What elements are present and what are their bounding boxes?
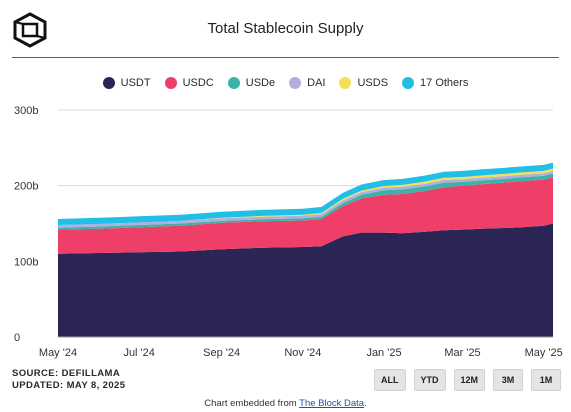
- source-label: SOURCE: DEFILLAMA: [12, 368, 121, 379]
- legend-label: USDS: [357, 77, 389, 89]
- y-tick-label: 0: [14, 332, 20, 344]
- legend-item-usds[interactable]: USDS: [339, 77, 388, 89]
- x-tick-label: Sep '24: [203, 347, 240, 359]
- legend-swatch: [102, 77, 115, 89]
- legend-label: DAI: [307, 77, 326, 89]
- x-tick-label: Jan '25: [366, 347, 401, 359]
- the-block-logo-icon: [13, 12, 47, 48]
- x-tick-label: Jul '24: [123, 347, 154, 359]
- series-area-dai: [58, 170, 553, 228]
- legend-label: USDT: [120, 77, 151, 89]
- source-info: SOURCE: DEFILLAMA UPDATED: MAY 8, 2025: [12, 368, 125, 392]
- chart-legend: USDT USDC USDe DAI USDS 17 Others: [0, 77, 571, 89]
- range-button-1m[interactable]: 1M: [531, 369, 562, 391]
- embed-credit: Chart embedded from The Block Data.: [0, 398, 571, 409]
- range-button-3m[interactable]: 3M: [493, 369, 524, 391]
- series-area-17-others: [58, 162, 553, 225]
- legend-swatch: [402, 77, 415, 89]
- legend-swatch: [164, 77, 177, 89]
- legend-item-usdt[interactable]: USDT: [102, 77, 151, 89]
- range-buttons: ALL YTD 12M 3M 1M: [374, 369, 562, 391]
- the-block-data-link[interactable]: The Block Data: [299, 398, 365, 409]
- legend-item-17-others[interactable]: 17 Others: [402, 77, 468, 89]
- legend-item-usde[interactable]: USDe: [227, 77, 276, 89]
- title-divider: [12, 57, 559, 58]
- x-tick-label: May '25: [525, 347, 563, 359]
- range-button-all[interactable]: ALL: [374, 369, 406, 391]
- embed-suffix: .: [364, 398, 367, 409]
- series-area-usds: [58, 168, 553, 225]
- x-tick-label: Mar '25: [444, 347, 480, 359]
- series-area-usde: [58, 173, 553, 230]
- legend-swatch: [339, 77, 352, 89]
- y-tick-label: 200b: [14, 181, 38, 193]
- y-tick-label: 100b: [14, 256, 38, 268]
- range-button-12m[interactable]: 12M: [453, 369, 486, 391]
- series-area-usdt: [58, 223, 553, 337]
- legend-label: USDe: [245, 77, 276, 89]
- legend-swatch: [227, 77, 240, 89]
- embed-prefix: Chart embedded from: [204, 398, 300, 409]
- legend-item-dai[interactable]: DAI: [289, 77, 325, 89]
- updated-label: UPDATED: MAY 8, 2025: [12, 380, 126, 391]
- legend-label: USDC: [182, 77, 214, 89]
- chart-title: Total Stablecoin Supply: [207, 20, 364, 37]
- x-tick-label: Nov '24: [284, 347, 321, 359]
- series-area-usdc: [58, 177, 553, 254]
- legend-label: 17 Others: [420, 77, 469, 89]
- legend-swatch: [289, 77, 302, 89]
- x-tick-label: May '24: [39, 347, 77, 359]
- legend-item-usdc[interactable]: USDC: [164, 77, 214, 89]
- y-tick-label: 300b: [14, 105, 38, 117]
- range-button-ytd[interactable]: YTD: [413, 369, 446, 391]
